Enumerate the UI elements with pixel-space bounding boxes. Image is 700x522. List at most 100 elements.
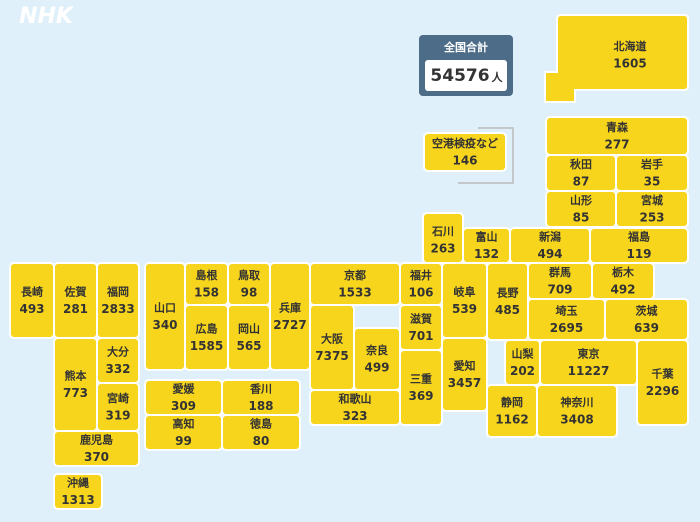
prefecture-count: 1533 bbox=[338, 286, 371, 300]
prefecture-name: 石川 bbox=[431, 225, 454, 238]
prefecture-name: 東京 bbox=[578, 347, 600, 361]
total-inner bbox=[425, 60, 507, 91]
prefecture-name: 山口 bbox=[154, 301, 176, 315]
prefecture-name: 宮城 bbox=[641, 193, 663, 207]
prefecture-count: 2695 bbox=[550, 321, 583, 335]
tile bbox=[53, 262, 98, 339]
prefecture-count: 7375 bbox=[315, 349, 348, 363]
tile bbox=[536, 384, 618, 438]
prefecture-name: 奈良 bbox=[365, 343, 388, 357]
prefecture-count: 493 bbox=[19, 302, 44, 316]
prefecture-name: 熊本 bbox=[65, 369, 87, 383]
prefecture-name: 岩手 bbox=[640, 157, 663, 171]
tile bbox=[486, 262, 529, 341]
prefecture-name: 三重 bbox=[410, 372, 432, 386]
prefecture-count: 87 bbox=[573, 175, 590, 189]
prefecture-count: 263 bbox=[430, 242, 455, 256]
prefecture-name: 鹿児島 bbox=[80, 433, 113, 447]
total-title: 全国合計 bbox=[443, 40, 488, 54]
prefecture-count: 565 bbox=[236, 339, 261, 353]
prefecture-name: 和歌山 bbox=[339, 392, 372, 406]
tiles: 北海道 1605 青森 277 秋田 87 岩手 35 山形 85 宮城 253 空港検疫など 146 石川… bbox=[9, 14, 689, 510]
prefecture-count: 2296 bbox=[646, 384, 679, 398]
prefecture-count: 773 bbox=[63, 386, 88, 400]
prefecture-count: 369 bbox=[408, 389, 433, 403]
prefecture-name: 岡山 bbox=[238, 322, 260, 336]
prefecture-name: 京都 bbox=[344, 268, 366, 282]
prefecture-name: 長崎 bbox=[21, 285, 43, 299]
prefecture-count: 639 bbox=[634, 321, 659, 335]
prefecture-count: 3408 bbox=[560, 413, 593, 427]
prefecture-name: 静岡 bbox=[501, 395, 523, 409]
prefecture-name: 青森 bbox=[606, 120, 629, 134]
prefecture-count: 119 bbox=[626, 247, 651, 261]
prefecture-count: 99 bbox=[175, 434, 192, 448]
prefecture-count: 281 bbox=[63, 302, 88, 316]
tile bbox=[53, 337, 98, 432]
tile bbox=[221, 414, 301, 451]
tile bbox=[486, 384, 538, 438]
prefecture-name: 栃木 bbox=[612, 265, 635, 279]
prefecture-count: 701 bbox=[408, 329, 433, 343]
prefecture-count: 1605 bbox=[613, 57, 646, 71]
prefecture-name: 福井 bbox=[409, 268, 432, 282]
airport-frame bbox=[458, 127, 514, 184]
prefecture-count: 1313 bbox=[61, 493, 94, 507]
tile bbox=[96, 382, 140, 432]
prefecture-name: 群馬 bbox=[548, 265, 571, 279]
prefecture-name: 兵庫 bbox=[279, 301, 301, 315]
prefecture-count: 2727 bbox=[273, 318, 306, 332]
prefecture-count: 323 bbox=[342, 409, 367, 423]
prefecture-count: 253 bbox=[639, 211, 664, 225]
tile bbox=[422, 212, 464, 264]
prefecture-name: 宮崎 bbox=[107, 391, 129, 405]
prefecture-name: 愛媛 bbox=[173, 382, 196, 396]
prefecture-count: 485 bbox=[495, 303, 520, 317]
tile bbox=[269, 262, 311, 371]
prefecture-name: 空港検疫など bbox=[432, 136, 498, 150]
prefecture-count: 2833 bbox=[101, 302, 134, 316]
prefecture-name: 高知 bbox=[173, 417, 195, 431]
prefecture-name: 北海道 bbox=[614, 39, 647, 53]
prefecture-name: 島根 bbox=[196, 268, 219, 282]
prefecture-name: 埼玉 bbox=[556, 304, 578, 318]
prefecture-name: 大分 bbox=[107, 345, 129, 359]
prefecture-name: 広島 bbox=[196, 322, 218, 336]
prefecture-name: 福島 bbox=[627, 230, 650, 244]
prefecture-count: 1585 bbox=[190, 339, 223, 353]
tile bbox=[309, 389, 401, 426]
prefecture-count: 277 bbox=[604, 138, 629, 152]
tile bbox=[9, 262, 55, 339]
prefecture-name: 愛知 bbox=[454, 359, 476, 373]
prefecture-count: 188 bbox=[248, 399, 273, 413]
prefecture-name: 大阪 bbox=[321, 332, 344, 346]
prefecture-count: 494 bbox=[537, 247, 562, 261]
prefecture-count: 158 bbox=[194, 286, 219, 300]
prefecture-count: 3457 bbox=[448, 376, 481, 390]
prefecture-count: 332 bbox=[105, 362, 130, 376]
prefecture-name: 滋賀 bbox=[410, 312, 432, 326]
prefecture-name: 岐阜 bbox=[454, 285, 476, 299]
prefecture-name: 新潟 bbox=[539, 230, 561, 244]
tile bbox=[309, 304, 355, 391]
tile bbox=[423, 132, 507, 172]
prefecture-name: 茨城 bbox=[636, 304, 658, 318]
prefecture-name: 秋田 bbox=[570, 157, 592, 171]
prefecture-name: 福岡 bbox=[106, 285, 129, 299]
tile bbox=[544, 14, 689, 103]
prefecture-count: 132 bbox=[474, 247, 499, 261]
prefecture-count: 11227 bbox=[568, 364, 610, 378]
prefecture-count: 35 bbox=[644, 175, 661, 189]
prefecture-name: 鳥取 bbox=[238, 268, 260, 282]
prefecture-count: 709 bbox=[547, 283, 572, 297]
prefecture-name: 千葉 bbox=[652, 367, 675, 381]
prefecture-count: 319 bbox=[105, 409, 130, 423]
prefecture-count: 106 bbox=[408, 286, 433, 300]
tile bbox=[53, 473, 103, 510]
tile bbox=[144, 262, 186, 371]
tile bbox=[227, 304, 271, 371]
prefecture-count: 98 bbox=[241, 286, 258, 300]
prefecture-count: 1162 bbox=[495, 413, 528, 427]
prefecture-name: 佐賀 bbox=[64, 285, 87, 299]
